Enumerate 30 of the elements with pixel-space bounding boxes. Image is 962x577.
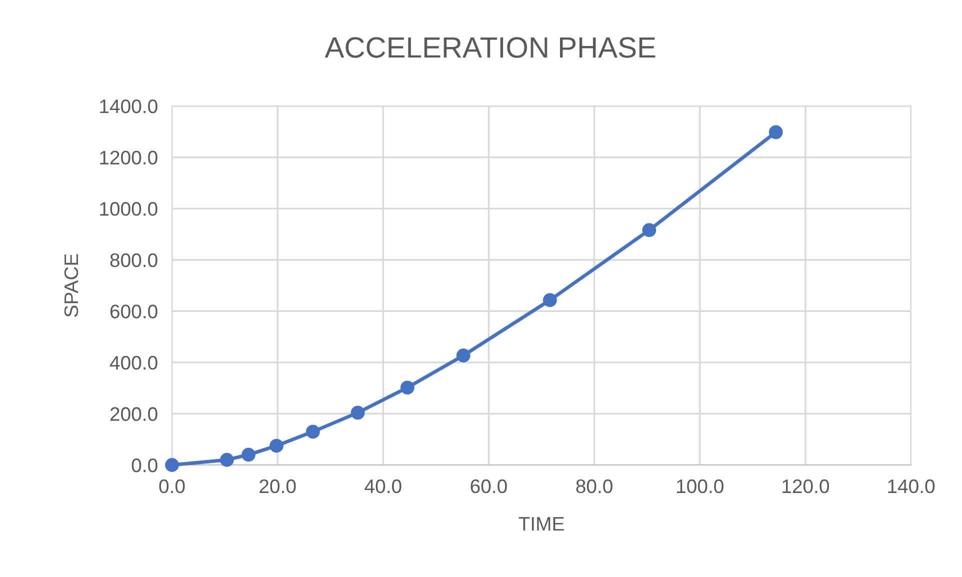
y-tick-label: 400.0 — [110, 356, 158, 370]
x-tick-label: 20.0 — [260, 479, 296, 494]
y-tick-label: 800.0 — [110, 253, 158, 268]
point — [242, 448, 256, 462]
point — [400, 380, 414, 395]
y-tick-label: 600.0 — [110, 304, 158, 318]
x-axis-title: TIME — [518, 517, 564, 531]
x-tick-label: 80.0 — [576, 479, 612, 494]
y-tick-label: 200.0 — [110, 407, 158, 421]
x-tick-label: 100.0 — [677, 479, 724, 494]
y-tick-label: 1200.0 — [100, 150, 158, 165]
point — [543, 293, 557, 308]
y-tick-label: 1000.0 — [100, 202, 158, 216]
y-tick-label: 0.0 — [132, 458, 158, 472]
chart-title: ACCELERATION PHASE — [324, 37, 656, 58]
x-tick-label: 60.0 — [470, 479, 507, 494]
x-tick-label: 140.0 — [888, 479, 935, 494]
y-axis-title: SPACE — [64, 254, 78, 317]
point — [456, 348, 470, 362]
x-tick-label: 0.0 — [159, 479, 185, 494]
x-tick-label: 120.0 — [782, 479, 829, 494]
point — [270, 438, 284, 453]
y-tick-label: 1400.0 — [100, 99, 158, 114]
point — [220, 452, 234, 467]
x-tick-label: 40.0 — [364, 479, 402, 494]
point — [642, 223, 656, 238]
point — [306, 424, 320, 439]
point — [768, 125, 783, 140]
point — [350, 406, 365, 420]
point — [165, 458, 179, 472]
